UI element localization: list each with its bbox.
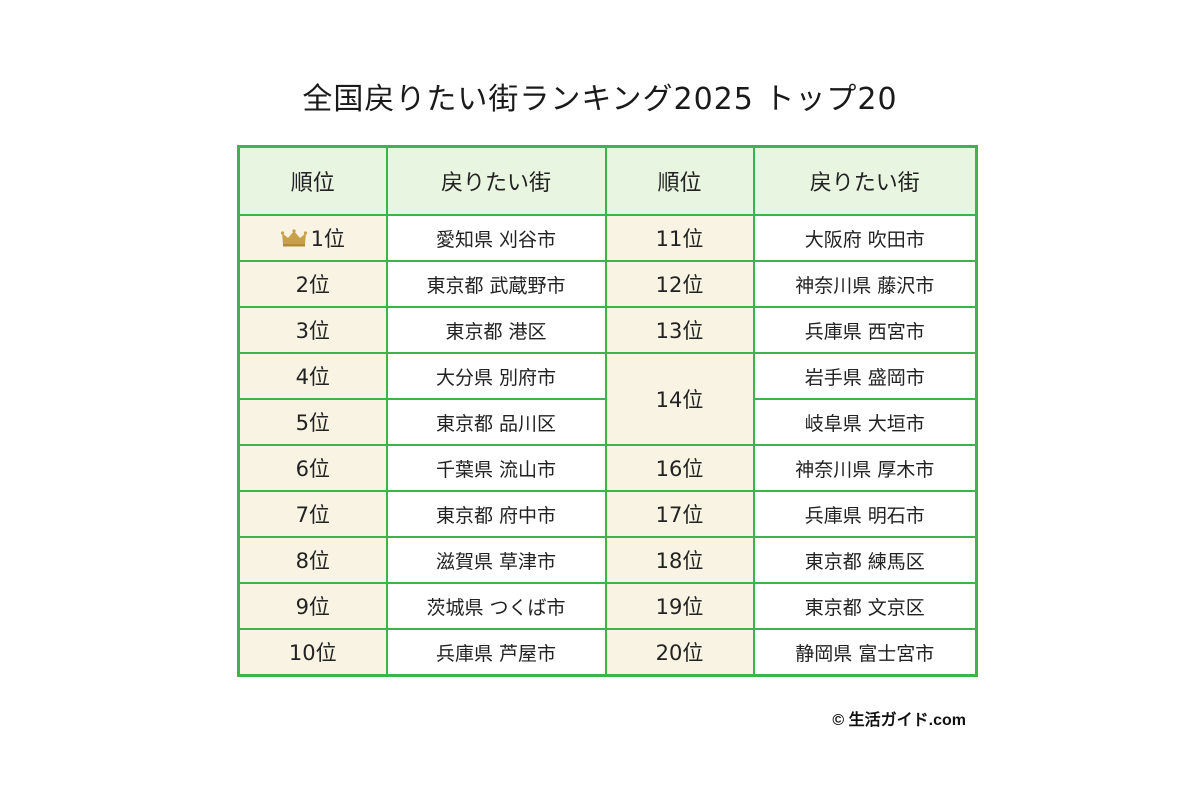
rank-cell-tied: 14位	[604, 352, 755, 446]
rank-cell: 11位	[604, 214, 755, 262]
town-cell: 東京都 港区	[385, 306, 607, 354]
rank-cell: 7位	[237, 490, 388, 538]
rank-label: 1位	[310, 227, 345, 251]
town-cell: 兵庫県 芦屋市	[385, 628, 607, 677]
rank-cell: 3位	[237, 306, 388, 354]
header-town-left: 戻りたい街	[385, 145, 607, 216]
town-cell: 愛知県 刈谷市	[385, 214, 607, 262]
table-row: 10位 兵庫県 芦屋市 20位 静岡県 富士宮市	[237, 628, 978, 677]
crown-icon	[280, 229, 307, 247]
ranking-table: 順位 戻りたい街 順位 戻りたい街 1位 愛知県 刈谷市	[237, 145, 978, 677]
rank-cell: 12位	[604, 260, 755, 308]
town-cell: 兵庫県 西宮市	[752, 306, 978, 354]
town-cell: 東京都 品川区	[385, 398, 607, 446]
rank-cell: 18位	[604, 536, 755, 584]
town-cell: 滋賀県 草津市	[385, 536, 607, 584]
town-cell: 千葉県 流山市	[385, 444, 607, 492]
page-title: 全国戻りたい街ランキング2025 トップ20	[302, 82, 898, 117]
town-cell: 東京都 府中市	[385, 490, 607, 538]
rank-cell: 8位	[237, 536, 388, 584]
header-rank-right: 順位	[604, 145, 755, 216]
header-rank-left: 順位	[237, 145, 388, 216]
town-cell: 兵庫県 明石市	[752, 490, 978, 538]
table-row: 2位 東京都 武蔵野市 12位 神奈川県 藤沢市	[237, 260, 978, 308]
town-cell: 茨城県 つくば市	[385, 582, 607, 630]
table-row: 9位 茨城県 つくば市 19位 東京都 文京区	[237, 582, 978, 630]
table-row: 5位 東京都 品川区 岐阜県 大垣市	[237, 398, 978, 446]
town-cell: 東京都 文京区	[752, 582, 978, 630]
town-cell: 東京都 武蔵野市	[385, 260, 607, 308]
header-row: 順位 戻りたい街 順位 戻りたい街	[237, 145, 978, 216]
rank-cell: 19位	[604, 582, 755, 630]
town-cell: 大阪府 吹田市	[752, 214, 978, 262]
table-row: 6位 千葉県 流山市 16位 神奈川県 厚木市	[237, 444, 978, 492]
table-row: 4位 大分県 別府市 14位 岩手県 盛岡市	[237, 352, 978, 446]
rank-cell: 13位	[604, 306, 755, 354]
copyright-credit: © 生活ガイド.com	[832, 712, 966, 729]
town-cell: 岐阜県 大垣市	[752, 398, 978, 446]
rank-cell: 4位	[237, 352, 388, 400]
table-row: 7位 東京都 府中市 17位 兵庫県 明石市	[237, 490, 978, 538]
town-cell: 東京都 練馬区	[752, 536, 978, 584]
rank-cell: 6位	[237, 444, 388, 492]
table-row: 1位 愛知県 刈谷市 11位 大阪府 吹田市	[237, 214, 978, 262]
rank-cell: 16位	[604, 444, 755, 492]
town-cell: 神奈川県 厚木市	[752, 444, 978, 492]
table-row: 3位 東京都 港区 13位 兵庫県 西宮市	[237, 306, 978, 354]
table-row: 8位 滋賀県 草津市 18位 東京都 練馬区	[237, 536, 978, 584]
header-town-right: 戻りたい街	[752, 145, 978, 216]
rank-cell: 10位	[237, 628, 388, 677]
rank-cell: 1位	[237, 214, 388, 262]
rank-cell: 2位	[237, 260, 388, 308]
town-cell: 大分県 別府市	[385, 352, 607, 400]
rank-cell: 5位	[237, 398, 388, 446]
rank-cell: 9位	[237, 582, 388, 630]
town-cell: 神奈川県 藤沢市	[752, 260, 978, 308]
rank-cell: 17位	[604, 490, 755, 538]
town-cell: 静岡県 富士宮市	[752, 628, 978, 677]
town-cell: 岩手県 盛岡市	[752, 352, 978, 400]
rank-cell: 20位	[604, 628, 755, 677]
